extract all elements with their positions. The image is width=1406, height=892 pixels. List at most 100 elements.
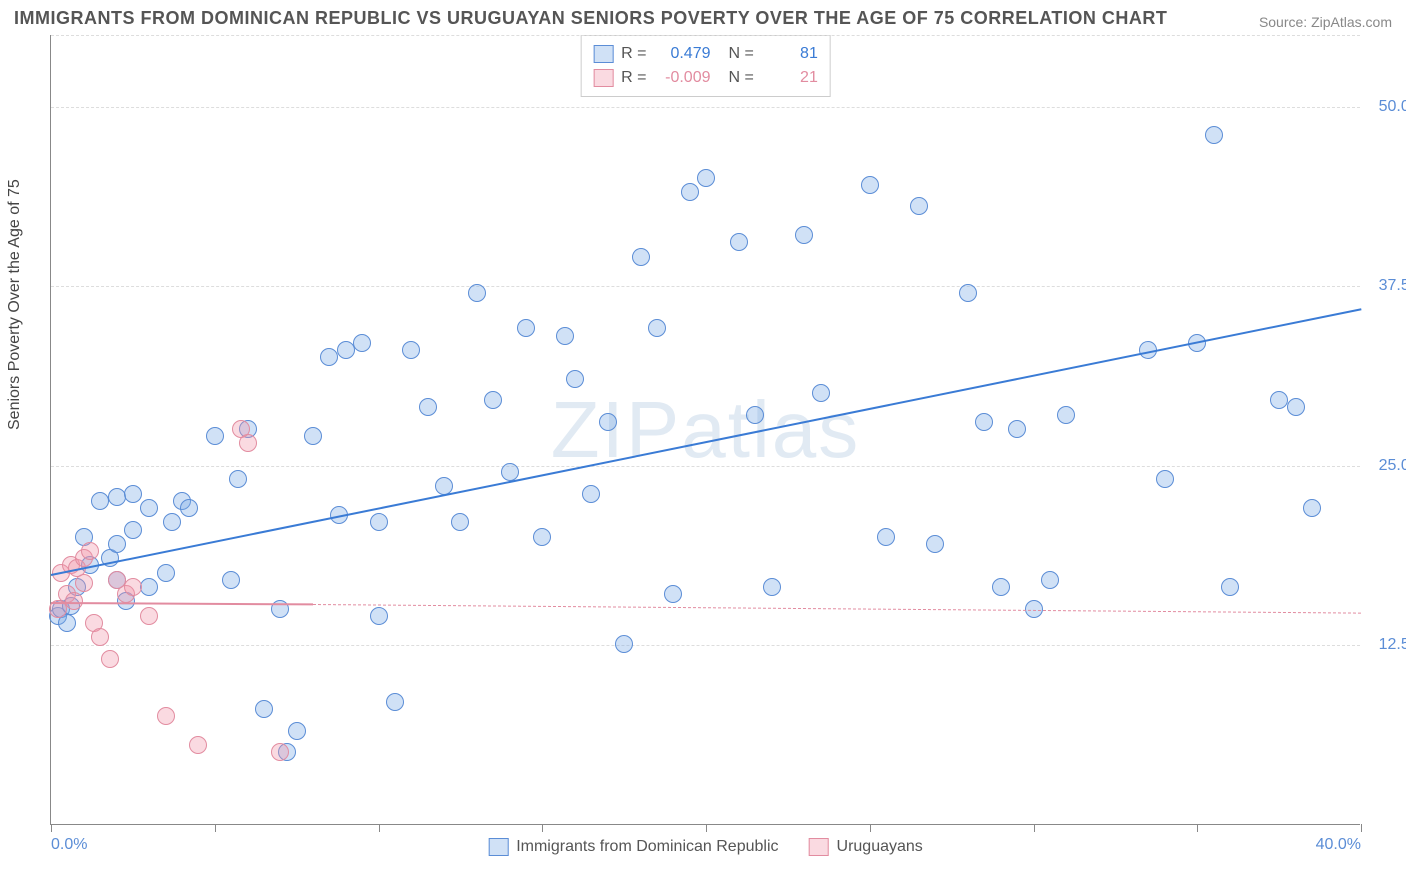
scatter-point bbox=[180, 499, 198, 517]
scatter-point bbox=[419, 398, 437, 416]
scatter-point bbox=[556, 327, 574, 345]
x-tick bbox=[542, 824, 543, 832]
x-tick bbox=[215, 824, 216, 832]
scatter-point bbox=[517, 319, 535, 337]
scatter-point bbox=[163, 513, 181, 531]
scatter-point bbox=[320, 348, 338, 366]
scatter-point bbox=[1221, 578, 1239, 596]
legend-label-series1: Immigrants from Dominican Republic bbox=[516, 838, 778, 856]
scatter-point bbox=[157, 707, 175, 725]
scatter-point bbox=[229, 470, 247, 488]
scatter-point bbox=[992, 578, 1010, 596]
scatter-point bbox=[451, 513, 469, 531]
scatter-point bbox=[730, 233, 748, 251]
scatter-point bbox=[926, 535, 944, 553]
legend-row-series1: R = 0.479 N = 81 bbox=[593, 42, 818, 66]
scatter-point bbox=[632, 248, 650, 266]
r-label: R = bbox=[621, 66, 646, 90]
scatter-point bbox=[812, 384, 830, 402]
r-value-series1: 0.479 bbox=[655, 42, 711, 66]
scatter-point bbox=[877, 528, 895, 546]
scatter-point bbox=[615, 635, 633, 653]
x-tick bbox=[51, 824, 52, 832]
r-label: R = bbox=[621, 42, 646, 66]
gridline bbox=[51, 107, 1360, 108]
scatter-point bbox=[1287, 398, 1305, 416]
n-value-series1: 81 bbox=[762, 42, 818, 66]
scatter-point bbox=[140, 607, 158, 625]
scatter-point bbox=[1205, 126, 1223, 144]
gridline bbox=[51, 466, 1360, 467]
x-tick bbox=[379, 824, 380, 832]
scatter-point bbox=[337, 341, 355, 359]
scatter-point bbox=[91, 492, 109, 510]
scatter-point bbox=[763, 578, 781, 596]
x-tick-label: 0.0% bbox=[51, 836, 87, 854]
scatter-point bbox=[746, 406, 764, 424]
y-tick-label: 50.0% bbox=[1364, 98, 1406, 116]
scatter-point bbox=[1156, 470, 1174, 488]
trend-line bbox=[313, 604, 1361, 614]
plot-area: ZIPatlas R = 0.479 N = 81 R = -0.009 N =… bbox=[50, 35, 1360, 825]
scatter-point bbox=[501, 463, 519, 481]
scatter-point bbox=[189, 736, 207, 754]
scatter-point bbox=[1270, 391, 1288, 409]
scatter-point bbox=[664, 585, 682, 603]
y-axis-label: Seniors Poverty Over the Age of 75 bbox=[6, 179, 24, 430]
r-value-series2: -0.009 bbox=[655, 66, 711, 90]
source-attribution: Source: ZipAtlas.com bbox=[1259, 14, 1392, 30]
scatter-point bbox=[370, 607, 388, 625]
scatter-point bbox=[140, 499, 158, 517]
scatter-point bbox=[108, 535, 126, 553]
scatter-point bbox=[255, 700, 273, 718]
legend-swatch-series1 bbox=[488, 838, 508, 856]
gridline bbox=[51, 35, 1360, 36]
legend-correlation: R = 0.479 N = 81 R = -0.009 N = 21 bbox=[580, 35, 831, 97]
scatter-point bbox=[599, 413, 617, 431]
scatter-point bbox=[1008, 420, 1026, 438]
x-tick-label: 40.0% bbox=[1316, 836, 1361, 854]
scatter-point bbox=[566, 370, 584, 388]
scatter-point bbox=[124, 578, 142, 596]
legend-swatch-series1 bbox=[593, 45, 613, 63]
n-label: N = bbox=[729, 66, 754, 90]
scatter-point bbox=[484, 391, 502, 409]
n-value-series2: 21 bbox=[762, 66, 818, 90]
scatter-point bbox=[1303, 499, 1321, 517]
scatter-point bbox=[975, 413, 993, 431]
scatter-point bbox=[271, 743, 289, 761]
legend-label-series2: Uruguayans bbox=[837, 838, 923, 856]
n-label: N = bbox=[729, 42, 754, 66]
legend-row-series2: R = -0.009 N = 21 bbox=[593, 66, 818, 90]
scatter-point bbox=[1057, 406, 1075, 424]
scatter-point bbox=[795, 226, 813, 244]
scatter-point bbox=[910, 197, 928, 215]
scatter-point bbox=[288, 722, 306, 740]
scatter-point bbox=[370, 513, 388, 531]
scatter-point bbox=[582, 485, 600, 503]
x-tick bbox=[870, 824, 871, 832]
scatter-point bbox=[101, 650, 119, 668]
scatter-point bbox=[386, 693, 404, 711]
gridline bbox=[51, 286, 1360, 287]
scatter-point bbox=[157, 564, 175, 582]
scatter-point bbox=[697, 169, 715, 187]
scatter-point bbox=[124, 521, 142, 539]
scatter-point bbox=[402, 341, 420, 359]
legend-item-series2: Uruguayans bbox=[809, 838, 923, 856]
scatter-point bbox=[206, 427, 224, 445]
scatter-point bbox=[91, 628, 109, 646]
scatter-point bbox=[81, 542, 99, 560]
x-tick bbox=[1361, 824, 1362, 832]
scatter-point bbox=[108, 488, 126, 506]
scatter-point bbox=[75, 574, 93, 592]
scatter-point bbox=[533, 528, 551, 546]
x-tick bbox=[1197, 824, 1198, 832]
chart-title: IMMIGRANTS FROM DOMINICAN REPUBLIC VS UR… bbox=[14, 8, 1167, 29]
legend-swatch-series2 bbox=[593, 69, 613, 87]
x-tick bbox=[706, 824, 707, 832]
y-tick-label: 37.5% bbox=[1364, 277, 1406, 295]
scatter-point bbox=[1025, 600, 1043, 618]
scatter-point bbox=[222, 571, 240, 589]
scatter-point bbox=[124, 485, 142, 503]
